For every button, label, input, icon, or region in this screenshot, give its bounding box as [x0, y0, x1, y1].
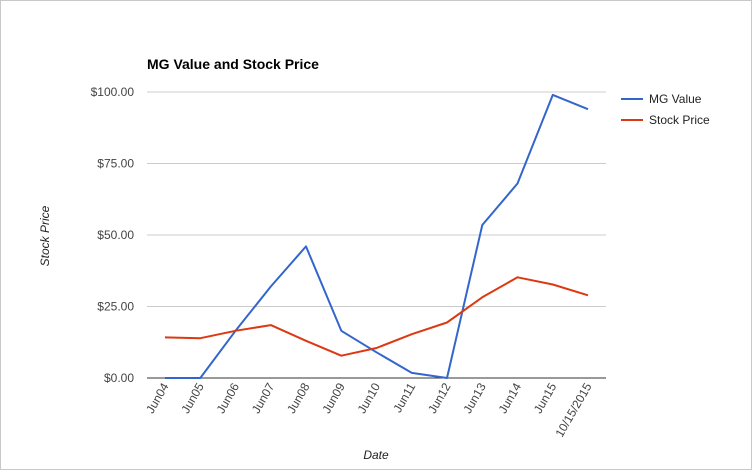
legend: MG Value Stock Price: [621, 92, 710, 127]
y-tick-label: $100.00: [91, 85, 135, 99]
x-tick-label: 10/15/2015: [552, 380, 594, 439]
y-tick-label: $25.00: [97, 300, 134, 314]
x-tick-label: Jun14: [496, 380, 525, 416]
x-axis-ticks: Jun04 Jun05 Jun06 Jun07 Jun08 Jun09 Jun10 Jun11…: [143, 380, 595, 439]
series-line-stock-price: [164, 276, 589, 357]
x-tick-label: Jun11: [390, 380, 418, 415]
y-tick-label: $0.00: [104, 371, 134, 385]
series-line-mg-value: [165, 93, 589, 379]
x-tick-label: Jun06: [214, 380, 243, 416]
series-lines: [164, 93, 589, 379]
x-axis-label: Date: [363, 448, 389, 462]
x-tick-label: Jun15: [531, 380, 560, 416]
y-tick-label: $50.00: [97, 228, 134, 242]
y-tick-label: $75.00: [97, 157, 134, 171]
x-tick-label: Jun13: [460, 380, 489, 416]
y-axis-ticks: $0.00 $25.00 $50.00 $75.00 $100.00: [91, 85, 135, 385]
x-tick-label: Jun05: [178, 380, 207, 416]
gridlines: [147, 91, 606, 307]
x-tick-label: Jun10: [355, 380, 384, 416]
chart-title: MG Value and Stock Price: [147, 56, 319, 72]
x-tick-label: Jun08: [284, 380, 313, 416]
y-axis-label: Stock Price: [38, 205, 52, 266]
x-tick-label: Jun04: [143, 380, 172, 416]
x-tick-label: Jun09: [319, 380, 348, 416]
legend-label-mg-value: MG Value: [649, 92, 702, 106]
legend-label-stock-price: Stock Price: [649, 113, 710, 127]
x-tick-label: Jun12: [425, 380, 454, 416]
x-tick-label: Jun07: [249, 380, 278, 416]
